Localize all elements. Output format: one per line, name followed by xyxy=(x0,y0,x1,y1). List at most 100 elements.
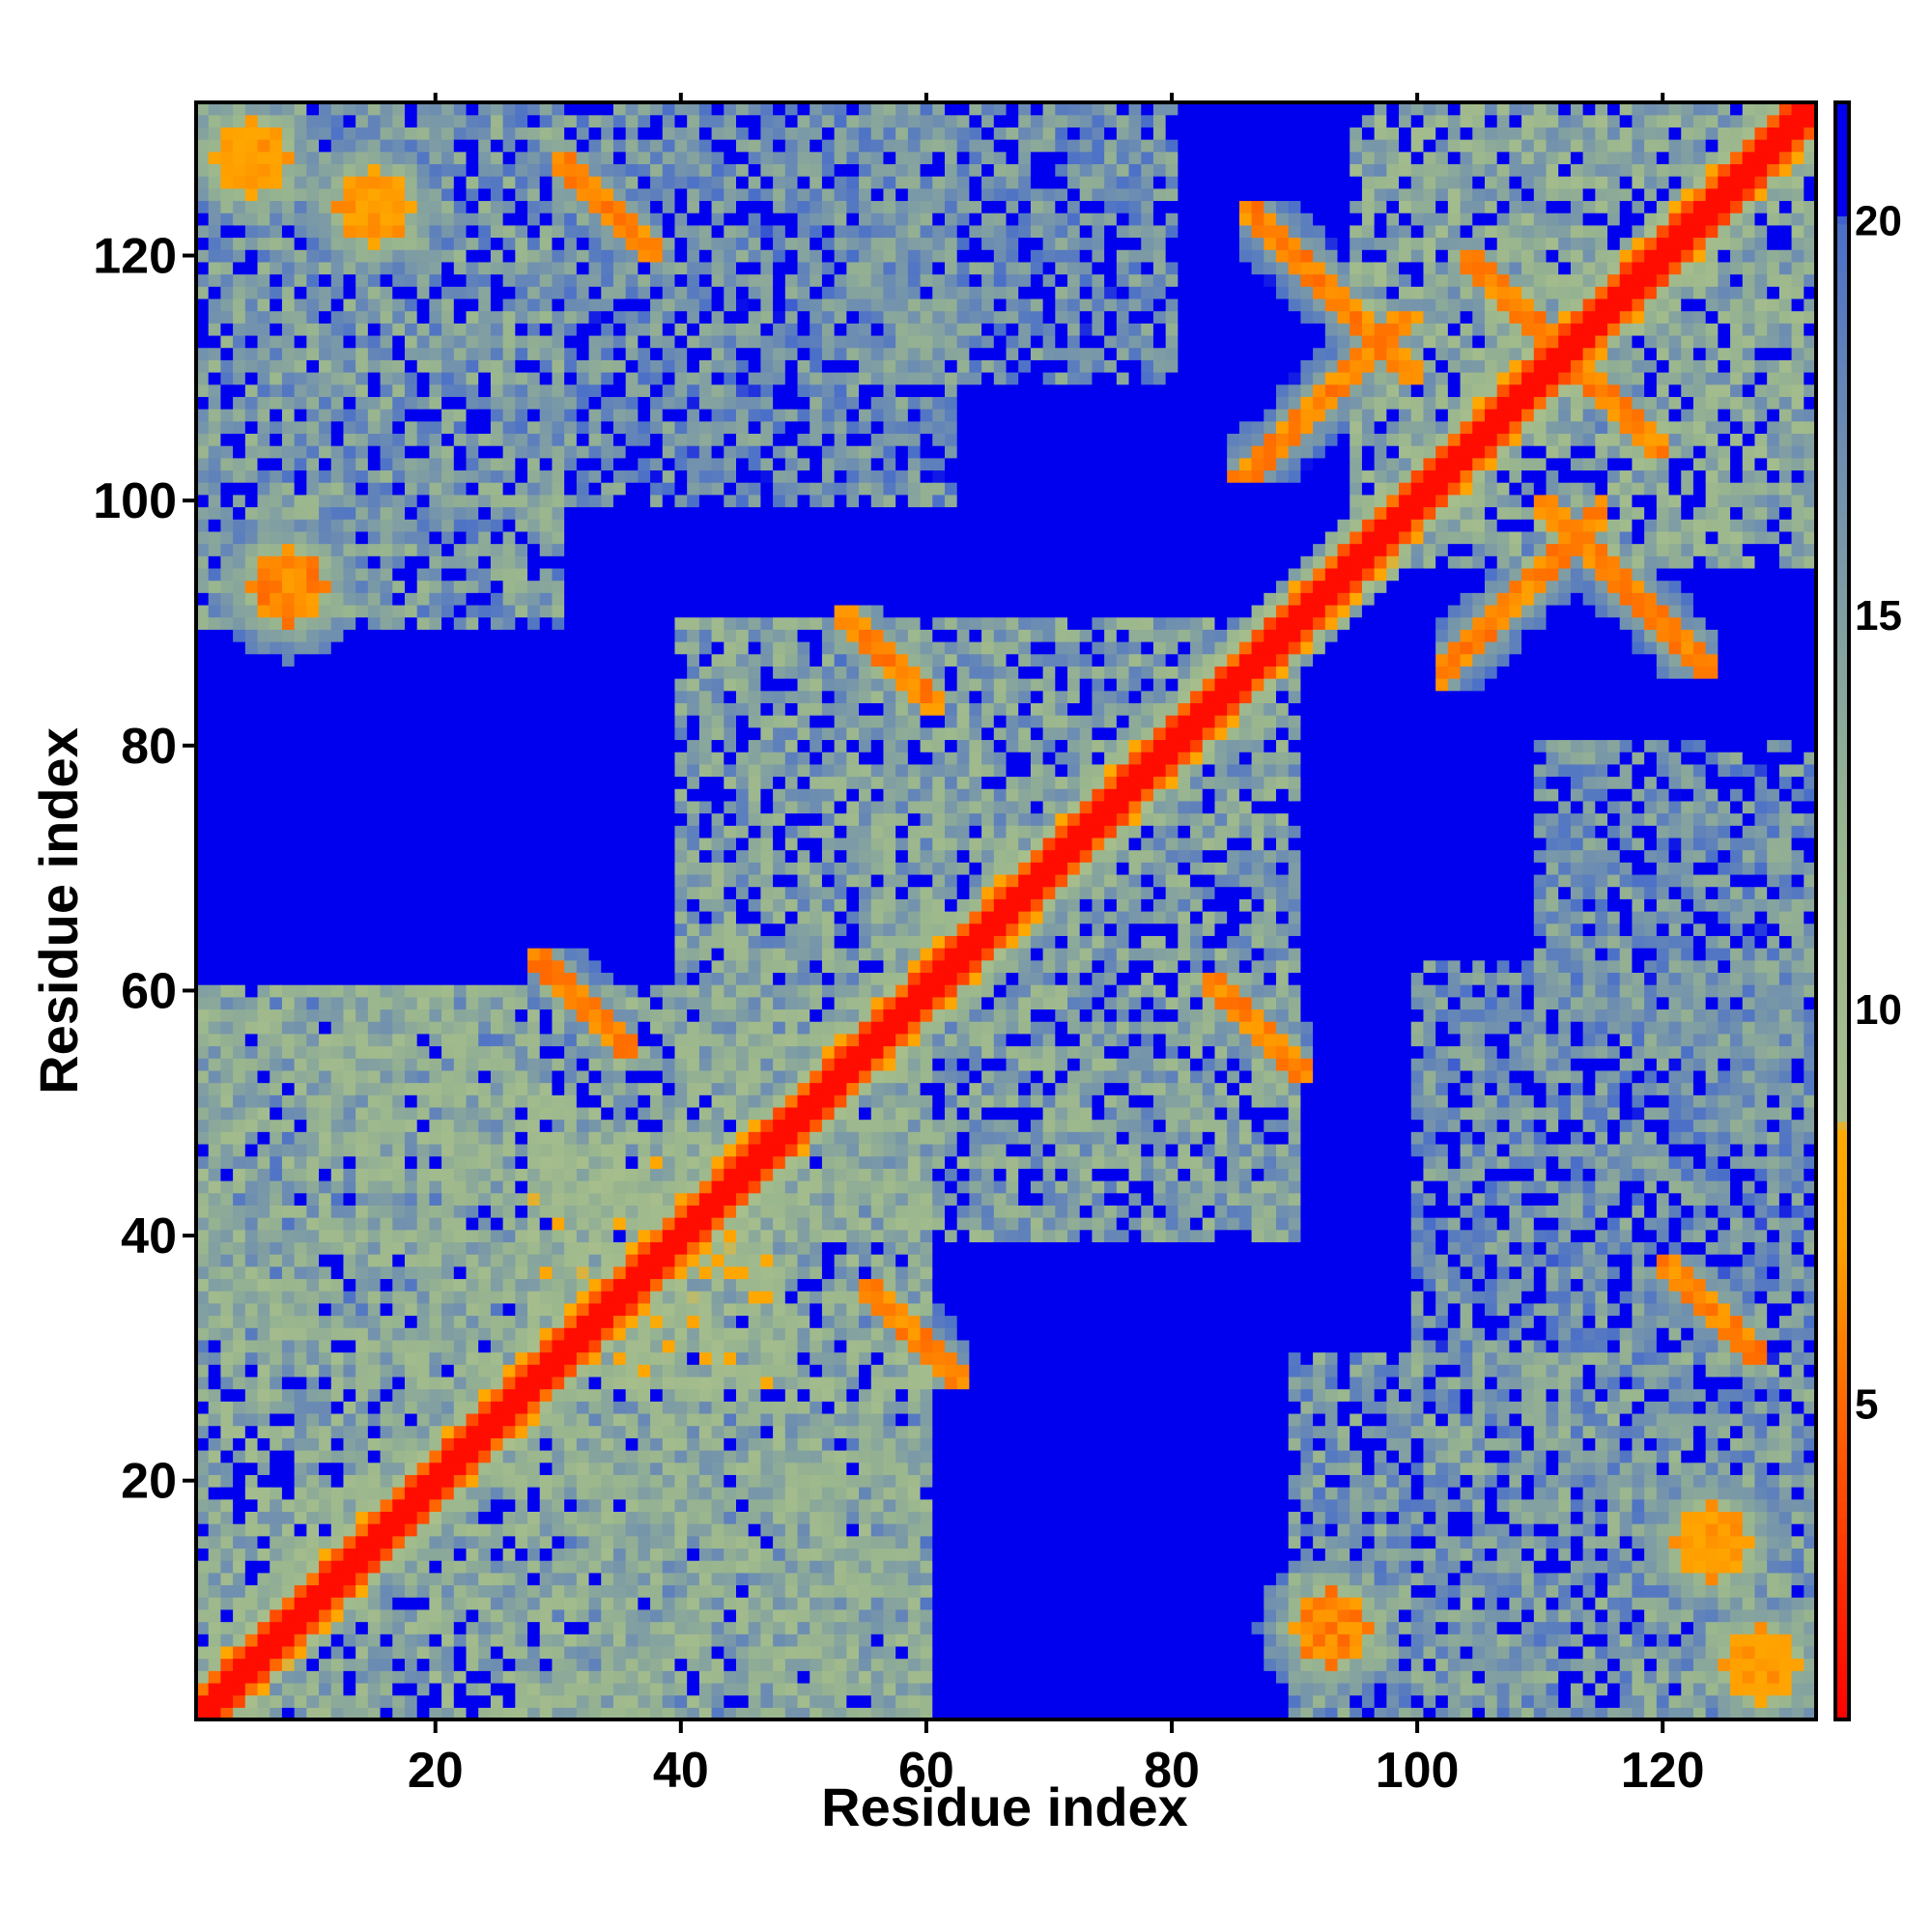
heatmap-cell xyxy=(453,1523,468,1537)
heatmap-cell xyxy=(552,629,565,642)
heatmap-cell xyxy=(453,1694,468,1708)
heatmap-cell xyxy=(601,800,614,814)
heatmap-cell xyxy=(319,1155,332,1169)
heatmap-cell xyxy=(270,273,283,287)
heatmap-cell xyxy=(270,666,283,679)
heatmap-cell xyxy=(233,494,246,508)
heatmap-cell xyxy=(208,1339,221,1353)
heatmap-cell xyxy=(281,1412,296,1427)
heatmap-cell xyxy=(330,911,345,924)
heatmap-cell xyxy=(650,1009,664,1022)
heatmap-cell xyxy=(233,433,246,446)
heatmap-cell xyxy=(330,224,345,239)
heatmap-cell xyxy=(257,1021,270,1035)
heatmap-cell xyxy=(306,1192,320,1206)
heatmap-cell xyxy=(330,984,345,998)
heatmap-cell xyxy=(220,1033,234,1047)
heatmap-cell xyxy=(527,1523,541,1537)
heatmap-cell xyxy=(429,1021,442,1035)
heatmap-cell xyxy=(319,237,332,250)
heatmap-cell xyxy=(515,372,528,385)
heatmap-cell xyxy=(294,261,307,275)
heatmap-cell xyxy=(281,825,296,838)
heatmap-cell xyxy=(270,1523,283,1537)
heatmap-cell xyxy=(453,359,468,373)
heatmap-cell xyxy=(257,604,270,618)
heatmap-cell xyxy=(539,752,554,765)
heatmap-cell xyxy=(515,176,528,189)
heatmap-cell xyxy=(392,837,406,851)
heatmap-cell xyxy=(552,911,565,924)
heatmap-cell xyxy=(270,469,283,483)
heatmap-cell xyxy=(208,1265,221,1280)
heatmap-cell xyxy=(233,237,246,250)
heatmap-cell xyxy=(416,800,430,814)
heatmap-cell xyxy=(552,1094,565,1108)
heatmap-cell xyxy=(441,347,455,360)
heatmap-cell xyxy=(441,200,455,213)
heatmap-cell xyxy=(490,1143,504,1157)
heatmap-cell xyxy=(319,298,332,312)
heatmap-cell xyxy=(367,1021,382,1035)
heatmap-cell xyxy=(552,1241,565,1255)
heatmap-cell xyxy=(588,1315,602,1328)
heatmap-cell xyxy=(257,334,270,349)
heatmap-cell xyxy=(270,1388,283,1402)
heatmap-cell xyxy=(650,1045,664,1059)
heatmap-cell xyxy=(588,715,602,728)
heatmap-cell xyxy=(330,604,345,618)
heatmap-cell xyxy=(625,739,639,753)
heatmap-cell xyxy=(564,1143,578,1157)
heatmap-cell xyxy=(453,1094,468,1108)
heatmap-cell xyxy=(576,1608,590,1623)
heatmap-cell xyxy=(208,1082,221,1095)
heatmap-cell xyxy=(466,469,479,483)
heatmap-cell xyxy=(416,298,430,312)
heatmap-cell xyxy=(416,1450,430,1463)
heatmap-cell xyxy=(515,1707,528,1720)
heatmap-cell xyxy=(220,666,234,679)
heatmap-cell xyxy=(515,298,528,312)
heatmap-cell xyxy=(392,372,406,385)
heatmap-cell xyxy=(208,641,221,655)
heatmap-cell xyxy=(343,763,356,778)
heatmap-cell xyxy=(612,1608,627,1623)
heatmap-cell xyxy=(429,1572,442,1586)
heatmap-cell xyxy=(196,1302,210,1317)
heatmap-cell xyxy=(466,1707,479,1720)
heatmap-cell xyxy=(330,690,345,704)
heatmap-cell xyxy=(502,1548,516,1561)
heatmap-cell xyxy=(612,1523,627,1537)
heatmap-cell xyxy=(638,139,651,153)
heatmap-cell xyxy=(429,102,442,116)
heatmap-cell xyxy=(612,1658,627,1671)
heatmap-cell xyxy=(208,506,221,520)
heatmap-cell xyxy=(441,1425,455,1438)
heatmap-cell xyxy=(564,678,578,692)
heatmap-cell xyxy=(416,1621,430,1634)
heatmap-cell xyxy=(208,359,221,373)
heatmap-cell xyxy=(355,1572,369,1586)
heatmap-cell xyxy=(527,702,541,716)
heatmap-cell xyxy=(576,1487,590,1500)
heatmap-cell xyxy=(330,653,345,667)
heatmap-cell xyxy=(588,1412,602,1427)
heatmap-cell xyxy=(220,482,234,496)
heatmap-cell xyxy=(539,334,554,349)
heatmap-cell xyxy=(270,923,283,936)
heatmap-cell xyxy=(453,886,468,899)
heatmap-cell xyxy=(588,862,602,875)
heatmap-cell xyxy=(478,752,492,765)
heatmap-cell xyxy=(330,1229,345,1243)
heatmap-cell xyxy=(576,420,590,435)
heatmap-cell xyxy=(416,1327,430,1341)
heatmap-cell xyxy=(429,114,442,128)
heatmap-cell xyxy=(330,1437,345,1451)
heatmap-cell xyxy=(208,457,221,471)
heatmap-cell xyxy=(601,1278,614,1292)
heatmap-cell xyxy=(502,1707,516,1720)
heatmap-cell xyxy=(380,1450,393,1463)
heatmap-cell xyxy=(588,873,602,888)
heatmap-cell xyxy=(429,1082,442,1095)
heatmap-cell xyxy=(564,384,578,397)
